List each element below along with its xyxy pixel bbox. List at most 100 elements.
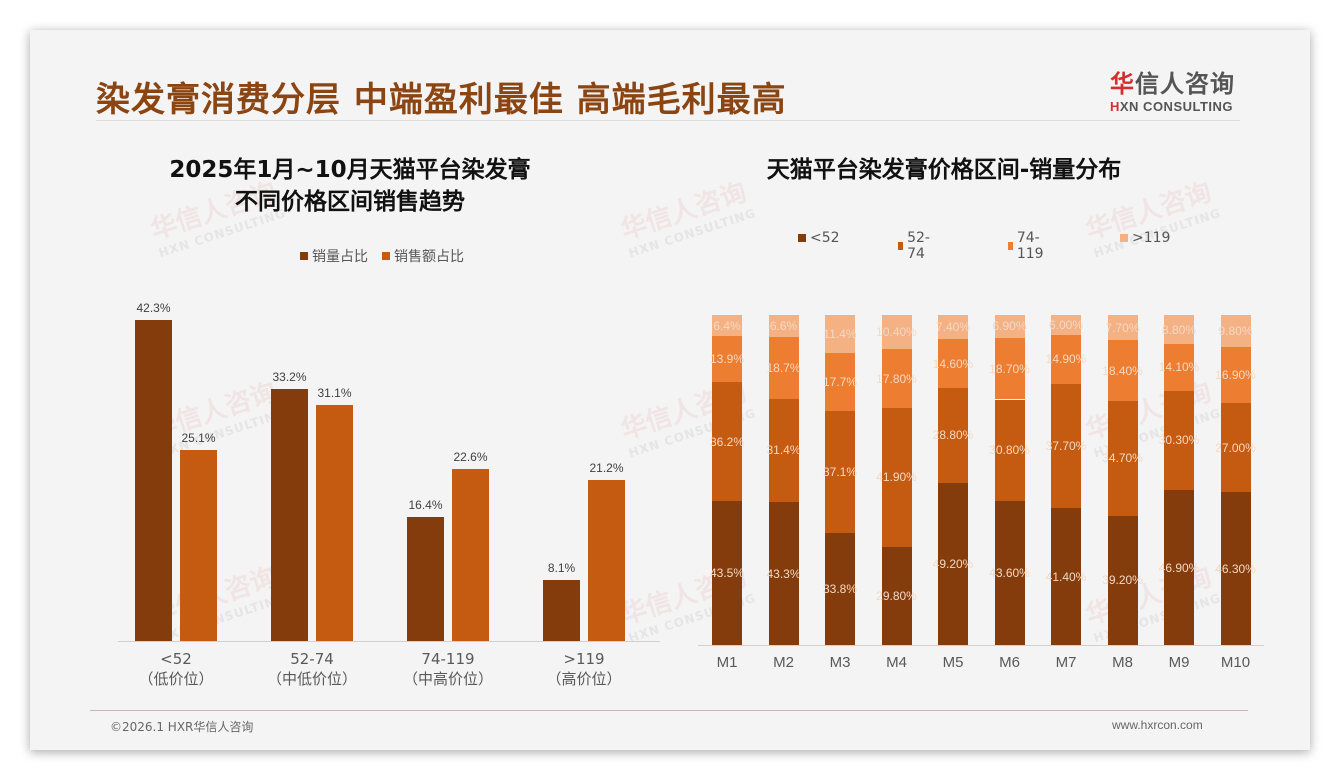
bar-value-label: 8.1% bbox=[547, 560, 576, 575]
bar-1 bbox=[452, 469, 489, 641]
bar-segment-3: 7.40% bbox=[935, 315, 971, 340]
legend-label: 52-74 bbox=[907, 230, 930, 262]
segment-value-label: 6.90% bbox=[992, 319, 1027, 334]
segment-value-label: 6.4% bbox=[713, 318, 741, 333]
right-chart-title: 天猫平台染发膏价格区间-销量分布 bbox=[766, 157, 1122, 183]
month-label: M4 bbox=[886, 654, 907, 671]
logo-en: HXN CONSULTING bbox=[1110, 99, 1234, 114]
segment-value-label: 6.6% bbox=[769, 318, 798, 333]
left-chart-title: 2025年1月~10月天猫平台染发膏 不同价格区间销售趋势 bbox=[169, 157, 531, 215]
month-label: M6 bbox=[999, 654, 1020, 671]
segment-value-label: 43.5% bbox=[709, 566, 745, 581]
stacked-bar: 39.20% 34.70% 18.40% 7.70% bbox=[1102, 315, 1143, 645]
segment-value-label: 8.80% bbox=[1161, 322, 1197, 337]
bar-segment-3: 6.6% bbox=[768, 315, 799, 337]
category-sublabel: （高价位） bbox=[546, 670, 622, 688]
legend-label: 74-119 bbox=[1016, 230, 1044, 262]
watermark-en: HXN CONSULTING bbox=[156, 590, 288, 646]
bar-value-label: 33.2% bbox=[272, 369, 307, 384]
category-sublabel: （低价位） bbox=[138, 670, 214, 688]
bar-value-label: 25.1% bbox=[181, 431, 216, 446]
website-link[interactable]: www.hxrcon.com bbox=[1112, 718, 1203, 732]
legend-item-3: >119 bbox=[1120, 230, 1170, 246]
watermark-cn: 华信人咨询 bbox=[617, 177, 751, 247]
bar-segment-1: 34.70% bbox=[1102, 401, 1143, 516]
stacked-bar: 43.3% 31.4% 18.7% 6.6% bbox=[766, 315, 801, 645]
bar-1 bbox=[588, 480, 625, 641]
bar-segment-1: 30.80% bbox=[989, 399, 1030, 502]
bar-segment-3: 8.80% bbox=[1161, 315, 1197, 345]
category-label: 52-74 （中低价位） bbox=[247, 649, 377, 689]
segment-value-label: 46.90% bbox=[1158, 560, 1200, 575]
stacked-bar: 33.8% 37.1% 17.7% 11.4% bbox=[822, 315, 858, 645]
bar-segment-1: 28.80% bbox=[933, 387, 973, 483]
legend-swatch-icon bbox=[382, 252, 390, 260]
segment-value-label: 39.20% bbox=[1102, 573, 1143, 588]
segment-value-label: 37.1% bbox=[822, 465, 858, 480]
segment-value-label: 49.20% bbox=[932, 556, 974, 571]
segment-value-label: 17.80% bbox=[876, 371, 917, 386]
bar-segment-2: 18.70% bbox=[989, 337, 1030, 400]
bar-segment-3: 9.80% bbox=[1218, 315, 1253, 348]
category-name: 52-74 bbox=[290, 650, 334, 668]
bar-1 bbox=[316, 404, 353, 641]
legend-label: <52 bbox=[810, 230, 840, 246]
logo-cn: 华信人咨询 bbox=[1110, 70, 1235, 98]
legend-label: >119 bbox=[1132, 230, 1171, 246]
bar-segment-2: 17.80% bbox=[876, 349, 917, 409]
stacked-bar: 49.20% 28.80% 14.60% 7.40% bbox=[933, 315, 973, 645]
bar-segment-0: 43.60% bbox=[989, 501, 1030, 645]
left-chart-legend: 销量占比 销售额占比 bbox=[300, 246, 464, 266]
segment-value-label: 41.40% bbox=[1045, 569, 1087, 584]
stacked-bar: 43.5% 36.2% 13.9% 6.4% bbox=[709, 315, 745, 645]
segment-value-label: 41.90% bbox=[876, 470, 917, 485]
copyright-text: ©2026.1 HXR华信人咨询 bbox=[110, 720, 254, 734]
month-label: M1 bbox=[716, 654, 738, 671]
bar-segment-2: 16.90% bbox=[1215, 347, 1256, 404]
bar-segment-2: 14.60% bbox=[933, 339, 973, 388]
legend-item-0: <52 bbox=[798, 230, 840, 246]
segment-value-label: 7.40% bbox=[935, 320, 971, 335]
bar-segment-1: 27.00% bbox=[1215, 403, 1256, 493]
category-sublabel: （中高价位） bbox=[402, 670, 493, 688]
month-label: M9 bbox=[1168, 654, 1190, 671]
company-logo: 华信人咨询 HXN CONSULTING bbox=[1110, 64, 1235, 114]
legend-label: 销量占比 bbox=[312, 249, 368, 265]
bar-segment-2: 18.40% bbox=[1102, 340, 1143, 402]
segment-value-label: 16.90% bbox=[1215, 368, 1256, 383]
stacked-bar: 29.80% 41.90% 17.80% 10.40% bbox=[876, 315, 917, 645]
bar-segment-3: 6.00% bbox=[1049, 315, 1083, 335]
legend-swatch-icon bbox=[798, 234, 806, 242]
segment-value-label: 7.70% bbox=[1105, 320, 1140, 335]
bar-segment-2: 14.10% bbox=[1159, 344, 1199, 391]
legend-item-1: 52-74 bbox=[898, 230, 933, 262]
legend-swatch-icon bbox=[1120, 234, 1128, 242]
category-name: 74-119 bbox=[421, 650, 475, 668]
footer-divider bbox=[90, 710, 1248, 711]
bar-segment-0: 43.3% bbox=[766, 502, 801, 645]
segment-value-label: 33.8% bbox=[822, 582, 858, 597]
watermark-en: HXN CONSULTING bbox=[626, 205, 758, 261]
bar-0 bbox=[135, 319, 172, 641]
legend-item-0: 销量占比 bbox=[300, 246, 368, 266]
segment-value-label: 27.00% bbox=[1215, 440, 1256, 455]
bar-segment-0: 33.8% bbox=[822, 533, 858, 645]
month-label: M2 bbox=[773, 654, 794, 671]
segment-value-label: 18.40% bbox=[1102, 363, 1143, 378]
legend-swatch-icon bbox=[1008, 242, 1013, 250]
stacked-bar: 46.90% 30.30% 14.10% 8.80% bbox=[1159, 315, 1199, 645]
bar-segment-1: 41.90% bbox=[876, 408, 917, 547]
bar-segment-3: 10.40% bbox=[876, 315, 917, 350]
segment-value-label: 46.30% bbox=[1215, 561, 1256, 576]
bar-segment-3: 7.70% bbox=[1105, 315, 1140, 341]
bar-segment-3: 6.4% bbox=[712, 315, 742, 337]
bar-segment-1: 30.30% bbox=[1159, 390, 1199, 491]
bar-segment-0: 39.20% bbox=[1102, 515, 1143, 645]
segment-value-label: 18.70% bbox=[989, 361, 1030, 376]
slide: 染发膏消费分层 中端盈利最佳 高端毛利最高 华信人咨询 HXN CONSULTI… bbox=[30, 30, 1310, 750]
bar-1 bbox=[180, 450, 217, 641]
segment-value-label: 17.7% bbox=[822, 374, 858, 389]
bar-segment-1: 37.70% bbox=[1046, 383, 1086, 509]
page-title: 染发膏消费分层 中端盈利最佳 高端毛利最高 bbox=[96, 80, 787, 120]
